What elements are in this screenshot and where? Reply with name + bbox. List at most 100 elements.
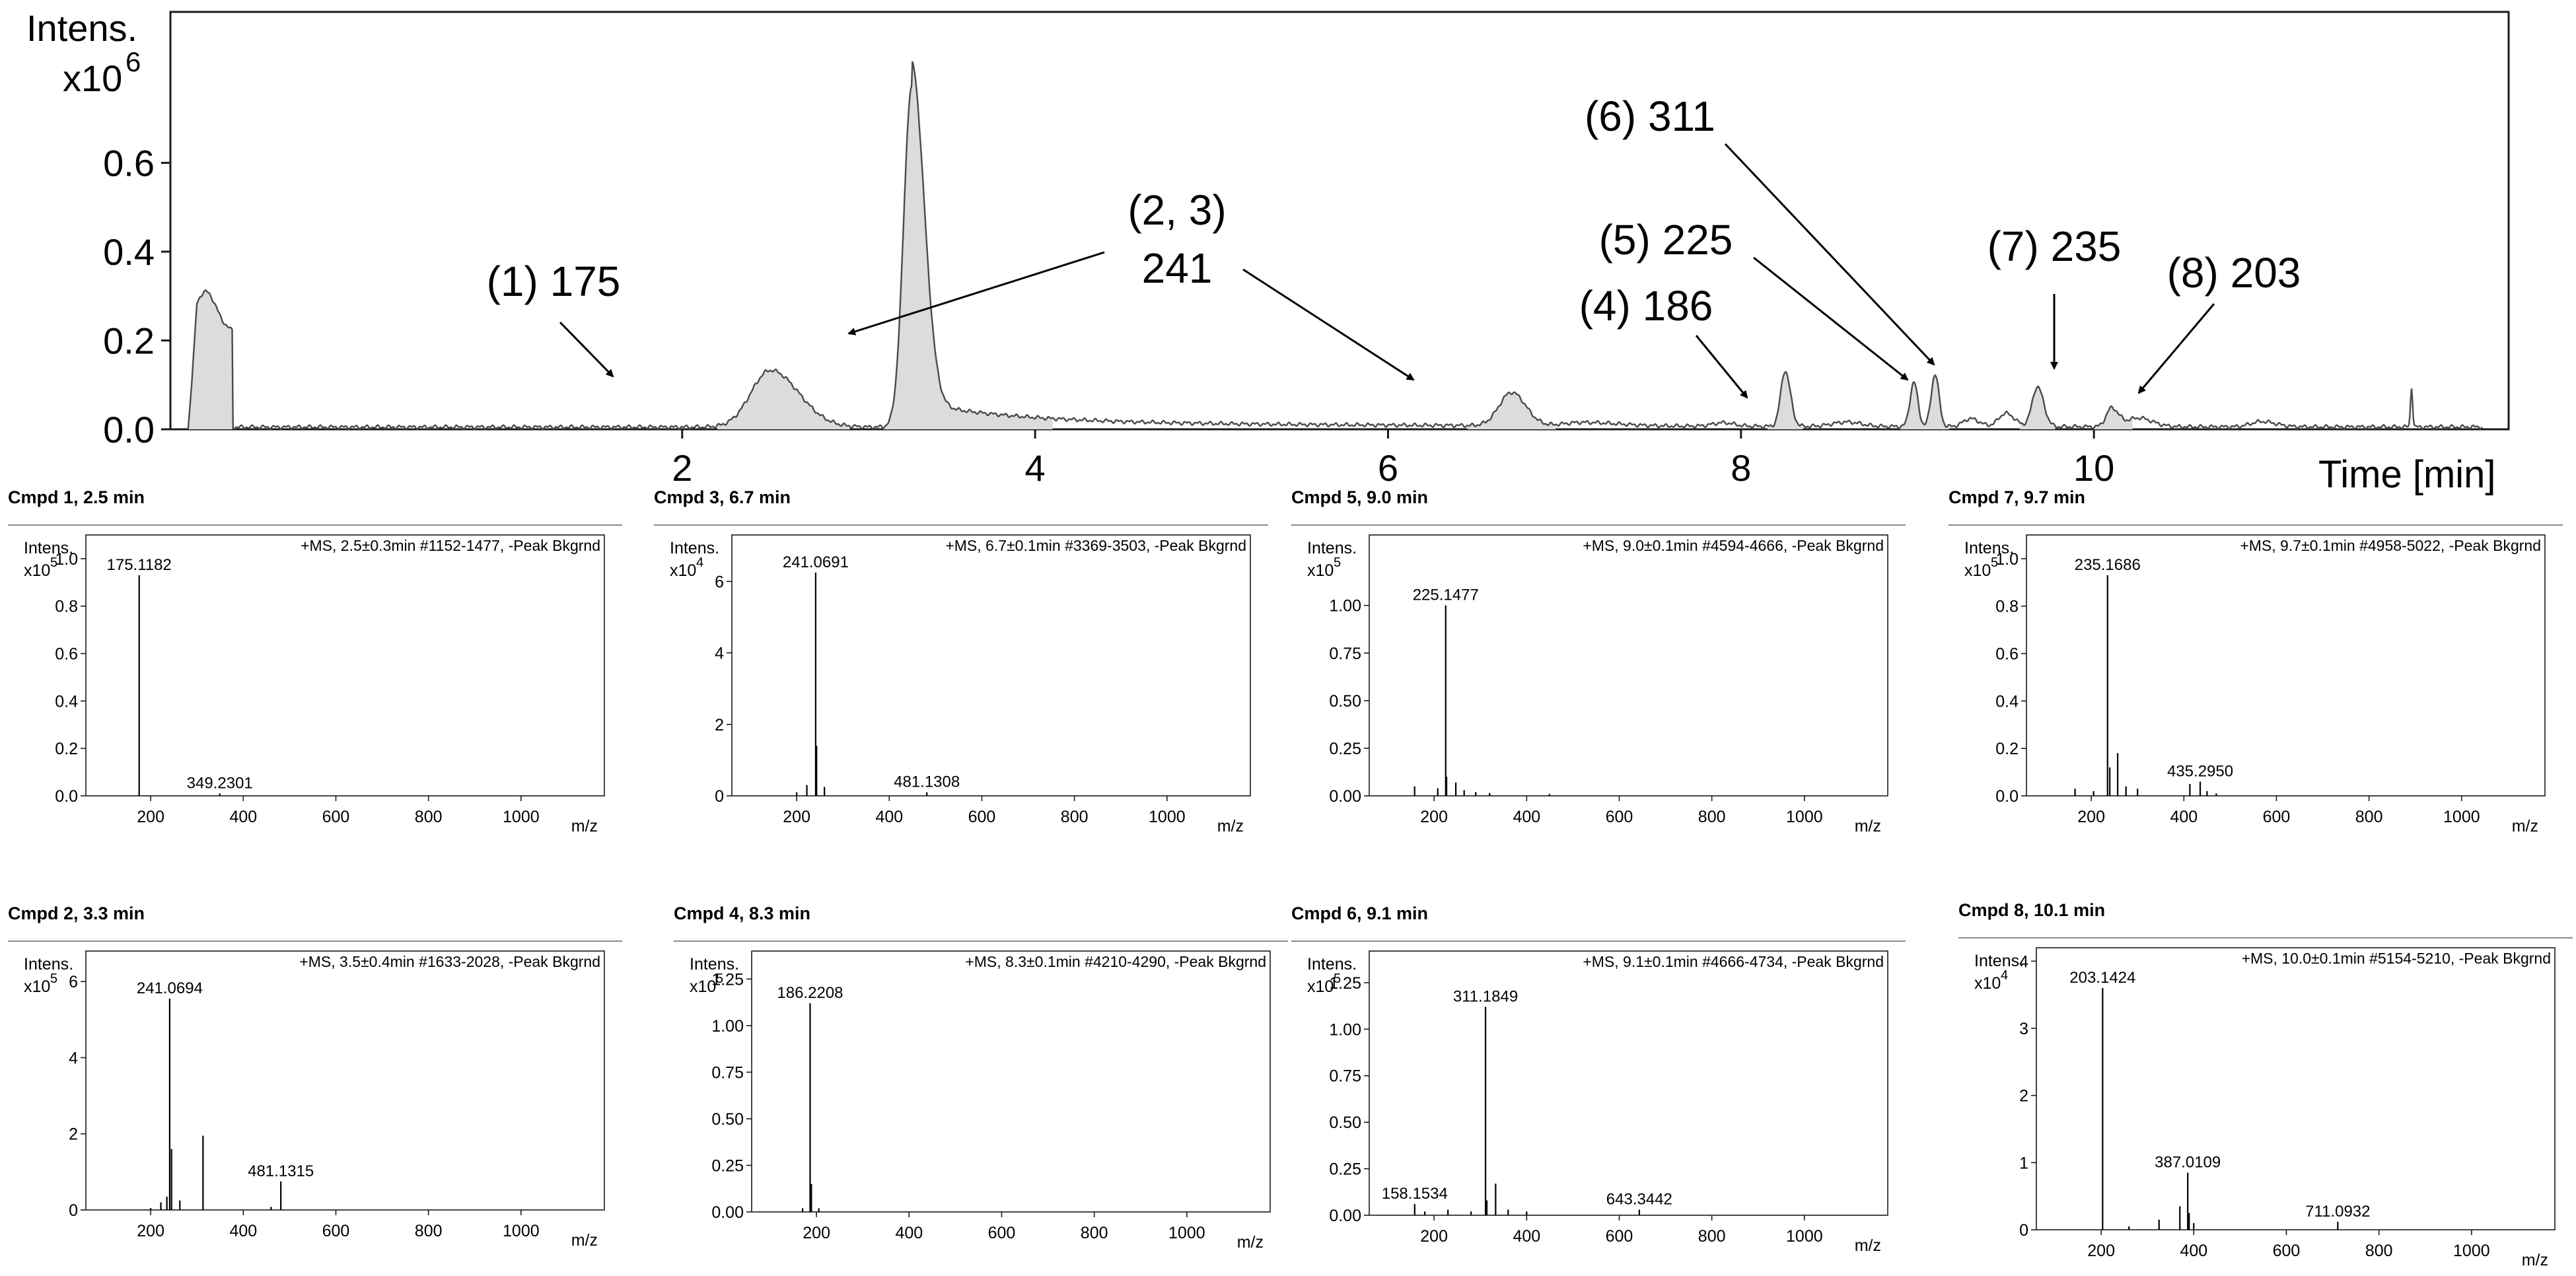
ms-y-tick-label: 0.50: [711, 1110, 744, 1129]
ms-y-tick-label: 0.2: [1995, 740, 2019, 758]
ms-panel-title: Cmpd 2, 3.3 min: [8, 904, 145, 923]
ms-x-tick-label: 200: [803, 1224, 830, 1242]
ms-spectrum: Intens. x10 5 +MS, 9.0±0.1min #4594-4666, -…: [1307, 534, 1888, 835]
y-axis-scale-exponent: 6: [125, 46, 141, 77]
ms-y-tick-label: 2: [69, 1125, 78, 1144]
ms-x-tick-label: 800: [1061, 808, 1089, 826]
ms-x-tick-label: 1000: [1168, 1224, 1205, 1242]
ms-peak-label: 235.1686: [2075, 556, 2141, 574]
ms-panel-title: Cmpd 5, 9.0 min: [1291, 487, 1429, 507]
ms-y-scale-exponent: 5: [1991, 555, 1998, 570]
annotation-arrow: [1695, 335, 1748, 399]
ms-peak-label: 186.2208: [777, 984, 843, 1002]
ms-y-label: Intens.: [670, 539, 719, 557]
ms-peak-label: 481.1308: [894, 773, 960, 791]
ms-y-tick-label: 0.75: [1329, 1067, 1361, 1086]
ms-x-tick-label: 600: [968, 808, 996, 826]
ms-peak-label: 643.3442: [1606, 1191, 1672, 1209]
ms-peak-label: 387.0109: [2155, 1154, 2221, 1172]
ms-y-tick-label: 4: [69, 1049, 78, 1067]
ms-y-label: Intens.: [1964, 539, 2014, 557]
ms-panel-rule: [674, 940, 1288, 942]
ms-x-label: m/z: [571, 1231, 598, 1250]
ms-x-tick-label: 200: [2087, 1242, 2115, 1260]
ms-peak-label: 311.1849: [1453, 988, 1518, 1006]
ms-y-tick-label: 0: [715, 787, 724, 806]
ms-x-tick-label: 400: [875, 808, 903, 826]
ms-y-scale-exponent: 4: [2001, 968, 2008, 983]
ms-panel-rule: [1291, 524, 1906, 526]
ms-x-label: m/z: [2522, 1251, 2548, 1269]
ms-y-tick-label: 0.0: [1995, 787, 2019, 806]
ms-peak-label: 481.1315: [248, 1162, 314, 1180]
annotation-arrow: [1753, 256, 1909, 381]
ms-panel-title: Cmpd 7, 9.7 min: [1949, 487, 2086, 507]
peak-area: [717, 369, 850, 429]
ms-panel-rule: [8, 940, 622, 942]
ms-y-tick-label: 0.6: [55, 645, 78, 664]
ms-spectrum: Intens. x10 5 +MS, 3.5±0.4min #1633-2028, -…: [24, 950, 605, 1250]
ms-spectrum: Intens. x10 5 +MS, 9.1±0.1min #4666-4734, -…: [1307, 950, 1888, 1255]
ms-x-tick-label: 1000: [503, 808, 540, 826]
ms-y-tick-label: 1.00: [1329, 1020, 1361, 1039]
x-tick-label: 10: [2073, 447, 2114, 489]
ms-peak-label: 241.0691: [783, 553, 849, 571]
ms-y-tick-label: 0.4: [55, 692, 78, 711]
ms-y-tick-label: 1.25: [1329, 974, 1361, 993]
y-tick-label: 0.6: [103, 143, 155, 184]
y-axis-label: Intens.: [26, 7, 137, 49]
ms-x-tick-label: 1000: [2453, 1242, 2490, 1260]
ms-peak-label: 158.1534: [1382, 1185, 1448, 1203]
ms-y-label: Intens.: [1307, 539, 1357, 557]
ms-panel-rule: [1291, 940, 1906, 942]
ms-x-tick-label: 600: [1606, 808, 1633, 826]
ms-x-tick-label: 400: [1513, 808, 1540, 826]
ms-x-tick-label: 400: [2180, 1242, 2207, 1260]
ms-x-tick-label: 600: [322, 808, 350, 826]
ms-x-tick-label: 400: [895, 1224, 923, 1242]
ms-spectrum: Intens. x10 5 +MS, 8.3±0.1min #4210-4290, -…: [690, 950, 1271, 1252]
ms-y-tick-label: 0.25: [1329, 1160, 1361, 1179]
ms-y-tick-label: 0.8: [55, 598, 78, 616]
ms-header: +MS, 2.5±0.3min #1152-1477, -Peak Bkgrnd: [301, 537, 600, 554]
ms-x-tick-label: 200: [783, 808, 810, 826]
ms-x-tick-label: 200: [137, 1222, 164, 1240]
ms-y-tick-label: 0: [2019, 1221, 2028, 1240]
annotation-arrow: [1242, 268, 1415, 381]
ms-y-scale-exponent: 5: [716, 972, 723, 986]
ms-x-label: m/z: [1237, 1233, 1264, 1252]
x-tick-label: 8: [1731, 447, 1751, 489]
peak-annotation: (2, 3): [1127, 186, 1226, 234]
ms-y-label: Intens.: [1974, 952, 2024, 970]
chromatogram-trace: [187, 61, 2483, 431]
ms-y-tick-label: 0.2: [55, 740, 78, 758]
ms-panel-title: Cmpd 6, 9.1 min: [1291, 904, 1429, 923]
ms-y-tick-label: 0.50: [1329, 1114, 1361, 1132]
ms-y-tick-label: 1.00: [711, 1017, 744, 1036]
ms-header: +MS, 8.3±0.1min #4210-4290, -Peak Bkgrnd: [965, 953, 1266, 970]
ms-spectrum: Intens. x10 5 +MS, 9.7±0.1min #4958-5022, -…: [1964, 534, 2546, 835]
ms-y-scale: x10: [24, 561, 50, 580]
ms-x-label: m/z: [1217, 817, 1244, 835]
ms-peak-label: 711.0932: [2305, 1203, 2370, 1221]
ms-x-tick-label: 800: [1081, 1224, 1108, 1242]
y-tick-label: 0.4: [103, 231, 155, 273]
peak-annotation: (8) 203: [2167, 249, 2301, 297]
ms-y-tick-label: 0.25: [711, 1156, 744, 1175]
ms-y-tick-label: 0.25: [1329, 740, 1361, 758]
ms-y-tick-label: 6: [69, 973, 78, 991]
y-tick-label: 0.2: [103, 320, 155, 362]
annotation-arrow: [2137, 303, 2215, 394]
x-tick-label: 4: [1025, 447, 1046, 489]
ms-x-tick-label: 800: [2355, 808, 2383, 826]
ms-y-label: Intens.: [24, 955, 73, 974]
ms-x-tick-label: 400: [229, 1222, 257, 1240]
ms-y-tick-label: 0.6: [1995, 645, 2019, 664]
ms-y-tick-label: 1.25: [711, 970, 744, 989]
ms-y-scale: x10: [1964, 561, 1991, 580]
ms-y-scale-exponent: 5: [1334, 555, 1341, 570]
ms-y-tick-label: 0.8: [1995, 598, 2019, 616]
y-axis-scale: x10: [63, 57, 122, 99]
ms-peak-label: 225.1477: [1413, 586, 1479, 604]
